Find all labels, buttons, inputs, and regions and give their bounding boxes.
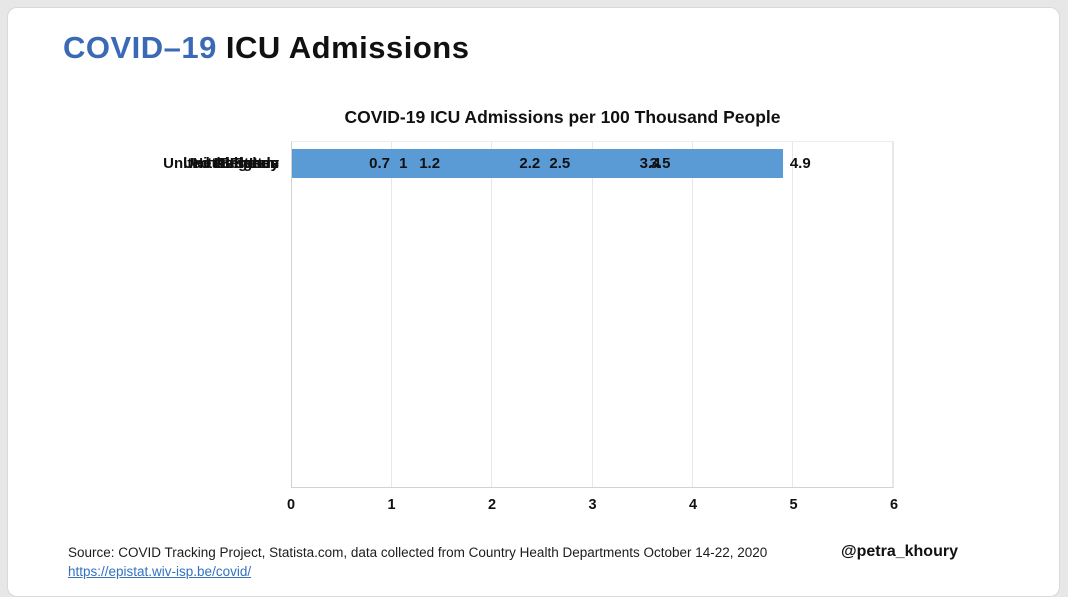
category-label: United Kingdom — [163, 155, 279, 172]
chart-title: COVID-19 ICU Admissions per 100 Thousand… — [344, 107, 781, 127]
plot-area: Belgium 4.9 Lebanon 3.5 France 3.4 United Stat… — [163, 141, 894, 488]
x-tick-label: 4 — [688, 497, 698, 513]
category-label: Lebanon — [216, 155, 280, 172]
category-label: Italy — [248, 155, 279, 172]
value-label: 0.7 — [369, 155, 390, 172]
page-title: COVID–19 ICU Admissions — [63, 30, 469, 66]
category-label: Germany — [213, 155, 279, 172]
x-axis: 0 1 2 3 4 5 6 — [287, 497, 898, 517]
gridline — [791, 142, 793, 487]
author-handle: @petra_khoury — [841, 543, 958, 560]
x-tick-label: 6 — [889, 497, 899, 513]
x-tick-label: 0 — [286, 497, 296, 513]
category-label: Netherlands — [192, 155, 279, 172]
bar — [292, 149, 363, 178]
value-label: 1 — [399, 155, 408, 172]
page-title-icu: ICU Admissions — [225, 30, 470, 65]
value-label: 3.4 — [639, 155, 661, 172]
gridline — [892, 142, 893, 487]
x-tick-label: 5 — [789, 497, 798, 513]
content-card: COVID–19 ICU Admissions COVID-19 ICU Admi… — [7, 7, 1060, 597]
value-label: 3.5 — [649, 155, 671, 172]
source-link[interactable]: https://epistat.wiv-isp.be/covid/ — [68, 564, 252, 579]
category-label: United States — [183, 155, 279, 172]
value-label: 2.5 — [549, 155, 571, 172]
source-text: Source: COVID Tracking Project, Statista… — [68, 545, 768, 560]
gridline — [391, 142, 393, 487]
x-tick-label: 3 — [588, 497, 597, 513]
gridline — [691, 142, 693, 487]
x-tick-label: 1 — [387, 497, 396, 513]
value-label: 1.2 — [419, 155, 441, 172]
category-label: France — [229, 155, 279, 172]
gridline — [591, 142, 593, 487]
page-title-covid: COVID–19 — [63, 30, 217, 65]
category-label: Belgium — [219, 155, 279, 172]
value-label: 2.2 — [519, 155, 541, 172]
value-label: 4.9 — [789, 155, 811, 172]
gridline — [491, 142, 493, 487]
x-tick-label: 2 — [487, 497, 497, 513]
